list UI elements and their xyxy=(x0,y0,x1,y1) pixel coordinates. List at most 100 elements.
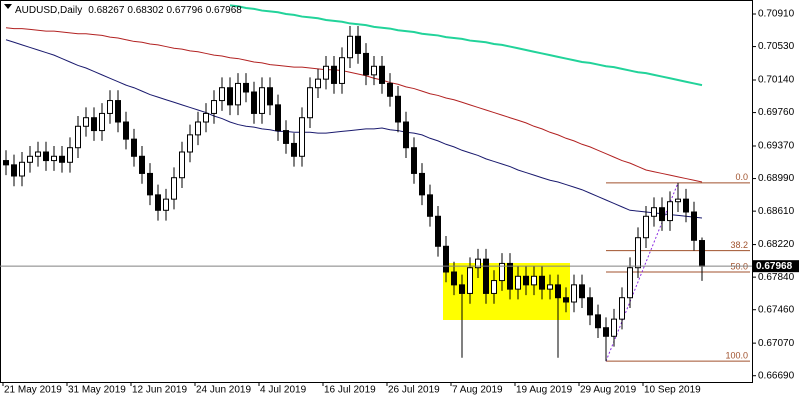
price-box xyxy=(753,260,799,273)
candle-body xyxy=(243,82,249,93)
candle-body xyxy=(387,82,393,97)
candle-body xyxy=(659,207,665,222)
y-tick-label: 0.70530 xyxy=(758,41,795,52)
candle-body xyxy=(211,100,217,114)
candle-body xyxy=(595,314,601,329)
candle-body xyxy=(179,151,185,179)
candle-body xyxy=(323,65,329,80)
candle-body xyxy=(419,172,425,196)
candle-body xyxy=(147,172,153,196)
moving-average xyxy=(229,4,703,87)
candle-body xyxy=(227,87,233,106)
candle-body xyxy=(403,121,409,149)
fib-label: 0.0 xyxy=(735,172,748,182)
candle-body xyxy=(107,100,113,114)
candle-body xyxy=(579,284,585,299)
x-tick-label: 10 Sep 2019 xyxy=(644,385,701,396)
candle-body xyxy=(91,117,97,132)
candle-body xyxy=(283,130,289,144)
candle-body xyxy=(459,284,465,294)
candle-body xyxy=(627,267,633,299)
x-tick-label: 31 May 2019 xyxy=(68,385,126,396)
close-value: 0.67968 xyxy=(206,5,243,16)
candle-body xyxy=(163,198,169,211)
candle-body xyxy=(563,297,569,303)
x-tick-label: 24 Jun 2019 xyxy=(196,385,251,396)
candle-body xyxy=(171,177,177,200)
candle-body xyxy=(3,160,9,166)
candle-body xyxy=(587,297,593,316)
candle-body xyxy=(547,284,553,290)
y-tick-label: 0.68990 xyxy=(758,173,795,184)
candle-body xyxy=(643,215,649,239)
candle-body xyxy=(491,280,497,294)
candle-body xyxy=(411,147,417,174)
candle-body xyxy=(187,134,193,153)
candle-body xyxy=(203,112,209,123)
x-tick-label: 29 Aug 2019 xyxy=(580,385,637,396)
candle-body xyxy=(443,245,449,273)
candle-body xyxy=(691,211,697,241)
fib-trend xyxy=(605,182,679,362)
header-icon xyxy=(4,4,12,9)
candle-body xyxy=(395,95,401,123)
candle-body xyxy=(635,237,641,269)
candle-body xyxy=(195,121,201,136)
x-tick-label: 19 Aug 2019 xyxy=(516,385,573,396)
y-tick-label: 0.66690 xyxy=(758,370,795,381)
candle-body xyxy=(363,52,369,76)
candle-body xyxy=(531,275,537,286)
x-tick-label: 21 May 2019 xyxy=(4,385,62,396)
y-tick-label: 0.67460 xyxy=(758,304,795,315)
low-value: 0.67796 xyxy=(167,5,204,16)
candle-body xyxy=(539,275,545,290)
candle-body xyxy=(611,318,617,337)
candle-body xyxy=(347,35,353,59)
candle-body xyxy=(571,284,577,303)
fib-label: 38.2 xyxy=(730,240,748,250)
candle-body xyxy=(523,275,529,286)
y-tick-label: 0.69370 xyxy=(758,141,795,152)
candle-body xyxy=(155,194,161,211)
candle-body xyxy=(515,275,521,290)
y-tick-label: 0.70140 xyxy=(758,75,795,86)
candle-body xyxy=(555,284,561,299)
candle-body xyxy=(291,142,297,157)
high-value: 0.68302 xyxy=(127,5,164,16)
candle-body xyxy=(427,194,433,217)
fib-label: 100.0 xyxy=(725,351,748,361)
candle-body xyxy=(67,147,73,163)
candle-body xyxy=(507,262,513,290)
x-tick-label: 26 Jul 2019 xyxy=(388,385,440,396)
candle-body xyxy=(75,125,81,149)
candle-body xyxy=(683,198,689,213)
candle-body xyxy=(19,161,25,177)
candle-body xyxy=(59,155,65,163)
candle-body xyxy=(259,87,265,114)
plot-frame xyxy=(0,0,753,383)
candle-body xyxy=(371,65,377,76)
candle-body xyxy=(219,87,225,102)
candle-body xyxy=(299,117,305,157)
y-tick-label: 0.69760 xyxy=(758,107,795,118)
candle-body xyxy=(483,258,489,294)
candle-body xyxy=(35,151,41,157)
candle-body xyxy=(475,258,481,269)
open-value: 0.68267 xyxy=(88,5,125,16)
x-tick-label: 7 Aug 2019 xyxy=(452,385,503,396)
candle-body xyxy=(667,201,673,222)
chart-header: AUDUSD,Daily 0.68267 0.68302 0.67796 0.67968 xyxy=(15,5,242,16)
candle-body xyxy=(675,198,681,203)
candle-body xyxy=(27,155,33,163)
candle-body xyxy=(307,87,313,119)
y-tick-label: 0.68220 xyxy=(758,239,795,250)
candle-body xyxy=(331,65,337,84)
candle-body xyxy=(467,267,473,294)
candle-body xyxy=(379,65,385,84)
price-label: 0.67968 xyxy=(756,261,793,272)
moving-average xyxy=(5,27,703,183)
candle-body xyxy=(139,155,145,174)
candle-body xyxy=(83,117,89,127)
